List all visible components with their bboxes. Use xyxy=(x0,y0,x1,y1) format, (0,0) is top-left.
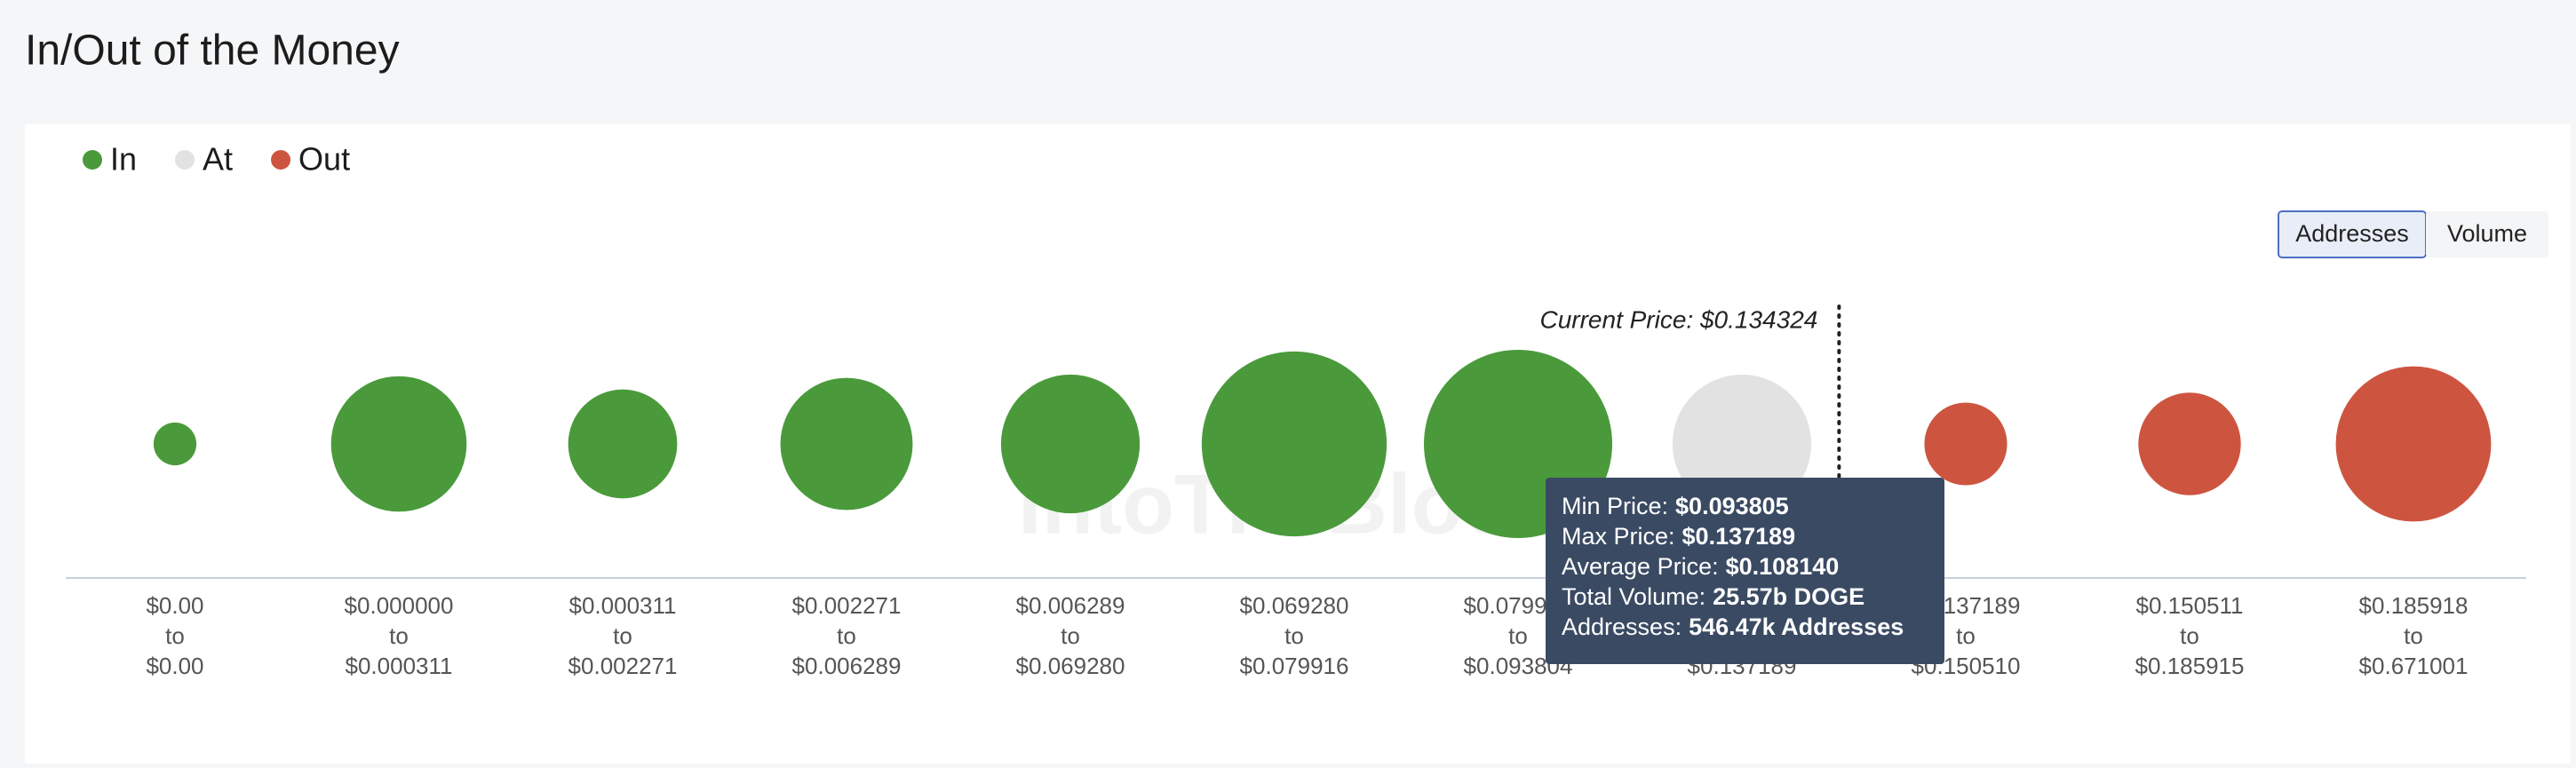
legend-marker xyxy=(271,150,291,170)
x-tick-label: $0.002271 to $0.006289 xyxy=(792,592,902,679)
toggle-label: Volume xyxy=(2447,220,2527,247)
x-tick-label: $0.006289 to $0.069280 xyxy=(1016,592,1125,679)
toggle-label: Addresses xyxy=(2295,220,2409,247)
chart-title: In/Out of the Money xyxy=(25,28,400,75)
toggle-button[interactable]: Volume xyxy=(2426,211,2548,257)
x-tick-label: $0.069280 to $0.079916 xyxy=(1240,592,1349,679)
tooltip-row: Min Price: $0.093805 xyxy=(1562,493,1789,519)
bubble xyxy=(2138,392,2241,495)
tooltip-bg xyxy=(1546,478,1944,664)
tooltip-label: Min Price: xyxy=(1562,493,1668,519)
legend-marker xyxy=(175,150,195,170)
x-tick-label: $0.000311 to $0.002271 xyxy=(568,592,678,679)
toggle-bg xyxy=(2426,211,2548,257)
tooltip-value: $0.137189 xyxy=(1682,523,1796,550)
x-tick-label: $0.150511 to $0.185915 xyxy=(2135,592,2245,679)
tooltip-row: Average Price: $0.108140 xyxy=(1562,553,1839,580)
bubble xyxy=(2335,366,2492,522)
tooltip-row: Addresses: 546.47k Addresses xyxy=(1562,614,1904,640)
tooltip-label: Total Volume: xyxy=(1562,583,1705,610)
bubble xyxy=(1201,351,1387,537)
tooltip-label: Average Price: xyxy=(1562,553,1719,580)
tooltip-value: $0.093805 xyxy=(1675,493,1789,519)
x-tick-label: $0.00 to $0.00 xyxy=(146,592,203,679)
current-price-label: Current Price: $0.134324 xyxy=(1539,305,1817,333)
tooltip-value: 546.47k Addresses xyxy=(1689,614,1904,640)
bubble xyxy=(1924,402,2008,486)
bubble xyxy=(780,377,913,511)
bubble xyxy=(330,376,467,512)
legend-label: In xyxy=(110,141,137,178)
tooltip-value: 25.57b DOGE xyxy=(1713,583,1864,610)
toggle-button[interactable]: Addresses xyxy=(2278,210,2427,258)
tooltip-label: Addresses: xyxy=(1562,614,1682,640)
legend-marker xyxy=(83,150,102,170)
x-tick-label: $0.185918 to $0.671001 xyxy=(2359,592,2469,679)
tooltip-value: $0.108140 xyxy=(1726,553,1840,580)
legend-label: Out xyxy=(298,141,350,178)
bubble xyxy=(153,422,197,466)
bubble xyxy=(1000,374,1141,514)
tooltip-row: Total Volume: 25.57b DOGE xyxy=(1562,583,1864,610)
tooltip-label: Max Price: xyxy=(1562,523,1675,550)
bubble xyxy=(568,389,678,499)
tooltip-row: Max Price: $0.137189 xyxy=(1562,523,1795,550)
x-tick-label: $0.000000 to $0.000311 xyxy=(345,592,454,679)
legend-label: At xyxy=(203,141,233,178)
